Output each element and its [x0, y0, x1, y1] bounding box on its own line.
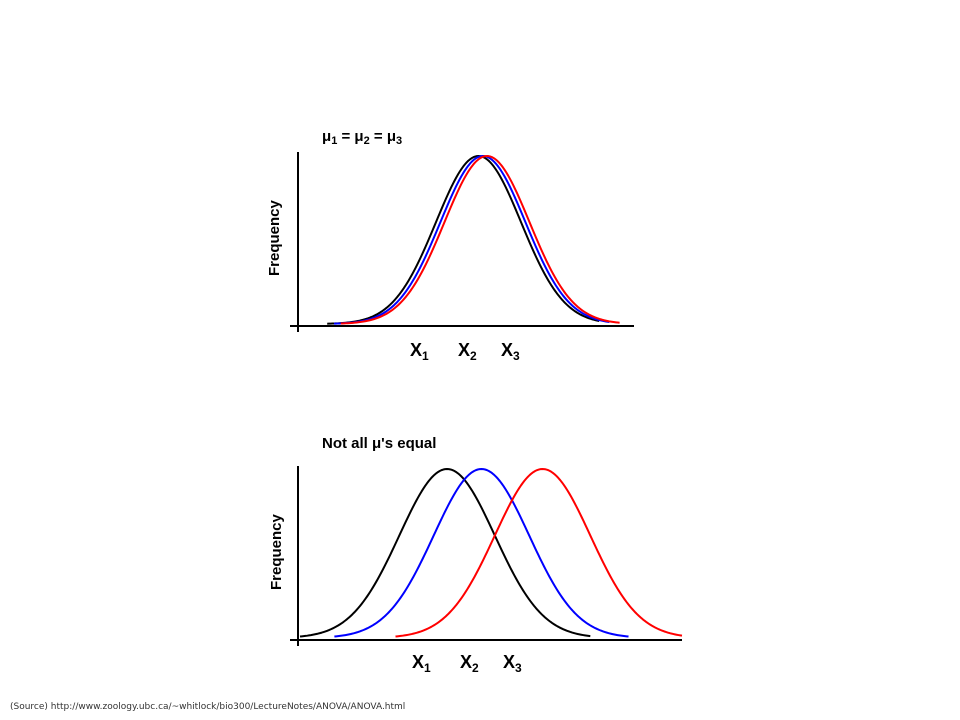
panel-1-series-2-curve [333, 155, 610, 325]
panel-1-title: μ1 = μ2 = μ3 [322, 128, 403, 147]
panel-2-series-3-curve [395, 468, 683, 638]
panel-1-x-tick-2: X2 [458, 340, 477, 363]
panel-1-series-3-curve [340, 155, 620, 325]
panel-1-plot [290, 152, 634, 332]
panel-1-x-tick-3: X3 [501, 340, 520, 363]
panel-2-series-1-curve [299, 468, 591, 638]
panel-2-x-tick-1: X1 [412, 652, 431, 675]
chart-panel-unequal-means: Not all μ's equal Frequency X1 X2 X3 [268, 435, 683, 675]
panel-2-x-tick-3: X3 [503, 652, 522, 675]
panel-1-x-tick-1: X1 [410, 340, 429, 363]
chart-panel-equal-means: μ1 = μ2 = μ3 Frequency X1 X2 X3 [266, 128, 634, 363]
panel-2-plot [290, 466, 683, 646]
panel-2-series-2-curve [334, 468, 629, 638]
panel-2-title: Not all μ's equal [322, 435, 437, 452]
source-citation: (Source) http://www.zoology.ubc.ca/~whit… [10, 702, 406, 712]
panel-2-x-tick-2: X2 [460, 652, 479, 675]
panel-1-series-1-curve [327, 155, 600, 325]
